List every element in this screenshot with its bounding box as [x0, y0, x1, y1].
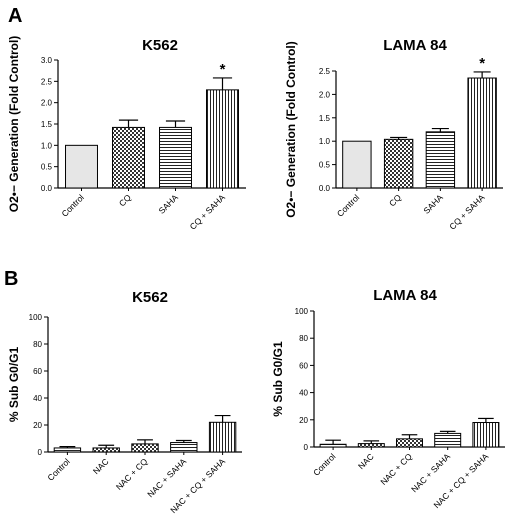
y-axis-label: O2•− Generation (Fold Control)	[284, 41, 298, 218]
bar	[467, 77, 497, 189]
y-tick-label: 2.5	[319, 67, 331, 76]
x-tick-label: Control	[335, 192, 362, 219]
y-tick-label: 80	[299, 334, 308, 343]
bar	[53, 447, 82, 453]
y-tick-label: 2.0	[319, 90, 331, 99]
y-tick-label: 80	[33, 340, 42, 349]
bar	[159, 126, 192, 189]
y-tick-label: 0	[304, 443, 309, 452]
y-tick-label: 3.0	[41, 56, 53, 65]
x-tick-label: NAC + SAHA	[145, 456, 188, 499]
bar	[383, 138, 414, 189]
bar	[131, 443, 159, 453]
chart-title: LAMA 84	[373, 287, 437, 304]
y-tick-label: 100	[29, 313, 43, 322]
chart-title: K562	[142, 37, 178, 54]
x-tick-label: SAHA	[421, 192, 445, 216]
y-tick-label: 20	[33, 421, 42, 430]
significance-marker: *	[220, 61, 226, 78]
chart-1: K562 O2•− Generation (Fold Control) 0.0 0.5…	[7, 36, 246, 232]
bar	[434, 432, 462, 448]
y-tick-label: 60	[299, 361, 308, 370]
bar	[65, 144, 98, 189]
y-tick-label: 40	[33, 394, 42, 403]
x-tick-label: Control	[311, 451, 338, 478]
x-tick-label: NAC + CQ	[378, 451, 414, 487]
x-tick-label: NAC + CQ	[114, 456, 150, 492]
bar	[396, 438, 423, 448]
y-axis-label: % Sub G0/G1	[271, 341, 285, 417]
y-tick-label: 20	[299, 416, 308, 425]
chart-title: K562	[132, 289, 168, 306]
bar	[319, 443, 347, 448]
panel-label-b: B	[4, 268, 18, 290]
bar	[208, 421, 237, 453]
chart-2: LAMA 84 O2•− Generation (Fold Control) 0.0…	[284, 37, 503, 232]
x-tick-label: NAC	[356, 451, 376, 471]
x-tick-label: CQ + SAHA	[447, 192, 487, 232]
bar	[357, 443, 385, 448]
y-tick-label: 1.5	[319, 114, 331, 123]
x-tick-label: CQ	[387, 192, 403, 208]
significance-marker: *	[479, 55, 485, 72]
y-tick-label: 2.5	[41, 77, 53, 86]
y-tick-label: 40	[299, 389, 308, 398]
y-tick-label: 60	[33, 367, 42, 376]
chart-title: LAMA 84	[383, 37, 447, 54]
y-tick-label: 2.0	[41, 99, 53, 108]
y-tick-label: 0	[38, 448, 43, 457]
x-tick-label: NAC	[91, 456, 111, 476]
charts-group: K562 O2•− Generation (Fold Control) 0.0 0.5…	[7, 36, 505, 515]
x-tick-label: SAHA	[156, 192, 180, 216]
panel-label-a: A	[8, 5, 22, 27]
y-tick-label: 100	[295, 307, 309, 316]
bar	[472, 422, 500, 448]
y-axis-label: O2•− Generation (Fold Control)	[7, 36, 21, 213]
bar	[170, 442, 198, 453]
y-tick-label: 0.0	[319, 184, 331, 193]
x-tick-label: Control	[59, 192, 86, 219]
y-tick-label: 0.0	[41, 184, 53, 193]
x-tick-label: Control	[45, 456, 72, 483]
y-tick-label: 0.5	[41, 163, 53, 172]
bar	[92, 447, 120, 453]
y-tick-label: 0.5	[319, 161, 331, 170]
y-tick-label: 1.0	[41, 141, 53, 150]
y-tick-label: 1.5	[41, 120, 53, 129]
bar	[425, 131, 456, 189]
y-tick-label: 1.0	[319, 137, 331, 146]
bar	[112, 126, 145, 189]
x-tick-label: CQ + SAHA	[188, 192, 228, 232]
bar	[206, 89, 239, 189]
x-tick-label: CQ	[117, 192, 133, 208]
bar	[342, 140, 372, 189]
y-axis-label: % Sub G0/G1	[7, 347, 21, 423]
chart-4: LAMA 84 % Sub G0/G1 0 20 40 60 80 100 Control NAC…	[271, 287, 505, 510]
